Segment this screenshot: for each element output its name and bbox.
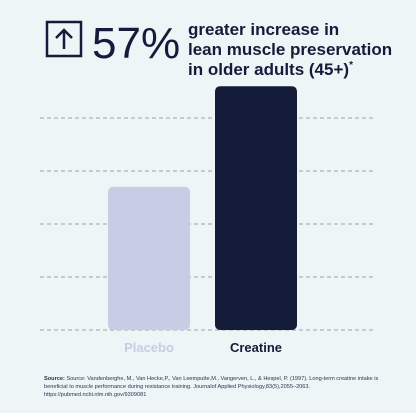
source: Source: Source: Vandenberghe, M., Van He… (44, 375, 380, 399)
headline-line: lean muscle preservation (188, 40, 392, 59)
headline-line: greater increase in (188, 20, 339, 39)
icon-box (45, 20, 83, 58)
headline-figure: 57% (92, 19, 180, 68)
bar (215, 86, 297, 330)
headline-text: in older adults (45+) (188, 60, 349, 79)
x-tick-label: Placebo (124, 340, 174, 355)
headline-line: in older adults (45+)* (188, 60, 353, 79)
headline-mark: * (349, 60, 353, 71)
icon-arrow (55, 28, 73, 49)
source-label: Source: (44, 376, 65, 382)
source-text: Source: Vandenberghe, M., Van Hecke,P., … (44, 376, 379, 398)
bar (108, 186, 190, 330)
x-tick-label: Creatine (230, 340, 282, 355)
